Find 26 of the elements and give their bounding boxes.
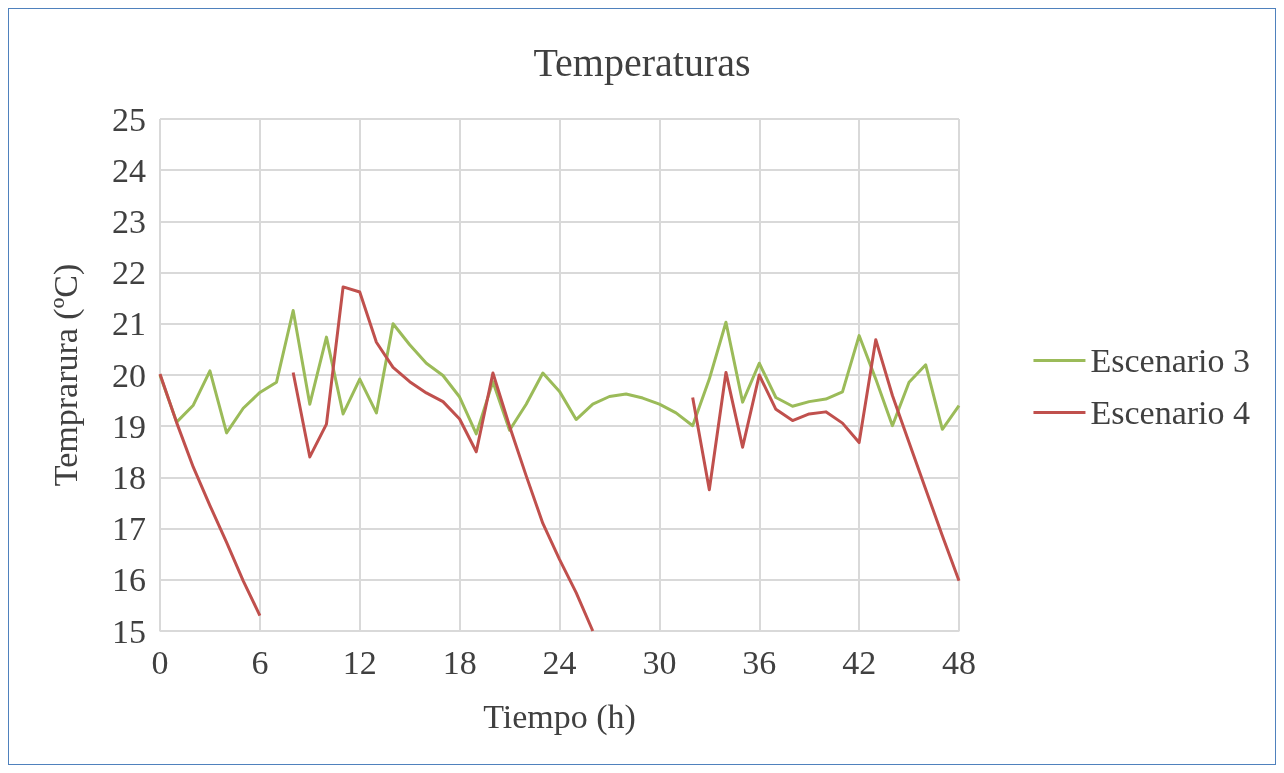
x-tick-label: 0 [151,643,169,681]
x-tick-label: 6 [251,643,269,681]
y-tick-label: 16 [112,561,146,599]
y-tick-label: 19 [112,407,146,445]
y-tick-label: 18 [112,458,146,496]
x-tick-label: 24 [542,643,577,681]
y-tick-label: 17 [112,510,146,548]
x-axis-title: Tiempo (h) [483,697,636,736]
legend-label: Escenario 4 [1090,394,1251,431]
x-tick-label: 42 [842,643,877,681]
x-tick-label: 36 [742,643,777,681]
y-tick-label: 23 [112,202,146,240]
x-tick-label: 18 [442,643,477,681]
x-tick-label: 48 [942,643,976,681]
y-tick-label: 25 [112,100,146,138]
y-axis-title: Temprarura (ºC) [46,263,85,487]
line-series [158,308,961,436]
legend-label: Escenario 3 [1090,342,1251,379]
x-tick-label: 30 [642,643,677,681]
y-tick-label: 24 [112,151,146,189]
x-tick-label: 12 [342,643,377,681]
y-tick-label: 15 [112,612,146,650]
y-tick-label: 20 [112,356,146,394]
chart-title: Temperaturas [533,39,751,85]
y-tick-label: 22 [112,254,146,292]
y-tick-label: 21 [112,305,146,343]
